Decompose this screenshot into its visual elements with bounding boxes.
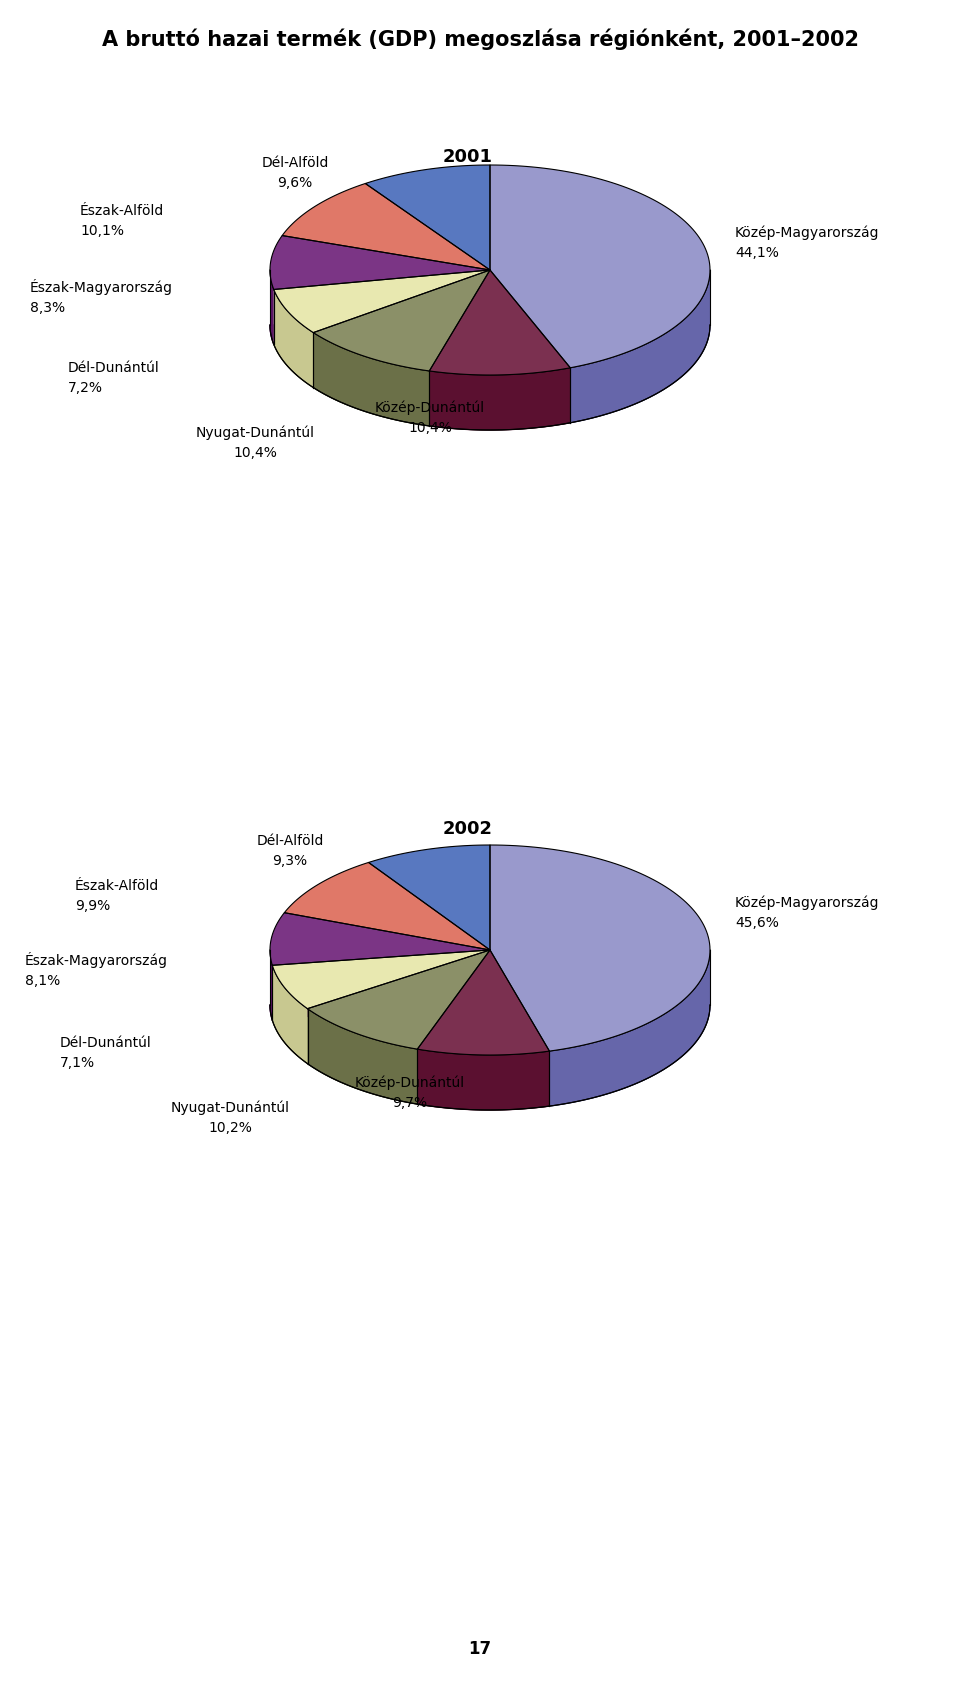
- Text: A bruttó hazai termék (GDP) megoszlása régiónként, 2001–2002: A bruttó hazai termék (GDP) megoszlása r…: [102, 29, 858, 49]
- Text: Dél-Dunántúl: Dél-Dunántúl: [60, 1036, 152, 1050]
- Text: Dél-Alföld: Dél-Alföld: [256, 834, 324, 848]
- Polygon shape: [369, 845, 490, 950]
- Polygon shape: [274, 290, 313, 388]
- Polygon shape: [270, 950, 273, 1021]
- Polygon shape: [274, 326, 490, 388]
- Polygon shape: [270, 270, 274, 344]
- Text: 9,7%: 9,7%: [393, 1096, 427, 1109]
- Polygon shape: [418, 1006, 549, 1109]
- Text: 2002: 2002: [443, 819, 493, 838]
- Text: Nyugat-Dunántúl: Nyugat-Dunántúl: [196, 426, 315, 439]
- Polygon shape: [284, 863, 490, 950]
- Polygon shape: [313, 270, 490, 371]
- Text: 10,4%: 10,4%: [408, 421, 452, 434]
- Polygon shape: [418, 1050, 549, 1109]
- Polygon shape: [273, 950, 490, 1009]
- Text: Közép-Dunántúl: Közép-Dunántúl: [355, 1075, 465, 1091]
- Text: Közép-Magyarország: Közép-Magyarország: [735, 226, 879, 241]
- Text: 10,2%: 10,2%: [208, 1121, 252, 1135]
- Text: 45,6%: 45,6%: [735, 916, 779, 929]
- Text: 17: 17: [468, 1640, 492, 1659]
- Polygon shape: [313, 332, 429, 426]
- Polygon shape: [273, 1006, 490, 1063]
- Polygon shape: [490, 165, 710, 368]
- Text: 9,3%: 9,3%: [273, 855, 307, 868]
- Text: 7,1%: 7,1%: [60, 1057, 95, 1070]
- Text: 8,3%: 8,3%: [30, 300, 65, 315]
- Text: Észak-Magyarország: Észak-Magyarország: [25, 951, 168, 968]
- Polygon shape: [490, 845, 710, 1052]
- Text: 8,1%: 8,1%: [25, 974, 60, 989]
- Text: 9,6%: 9,6%: [277, 176, 313, 190]
- Polygon shape: [273, 965, 307, 1063]
- Polygon shape: [366, 165, 490, 270]
- Polygon shape: [270, 1006, 490, 1021]
- Text: 44,1%: 44,1%: [735, 246, 779, 259]
- Polygon shape: [570, 270, 710, 422]
- Text: Közép-Dunántúl: Közép-Dunántúl: [375, 400, 485, 416]
- Text: Észak-Alföld: Észak-Alföld: [80, 204, 164, 219]
- Text: 9,9%: 9,9%: [75, 899, 110, 912]
- Polygon shape: [307, 1009, 418, 1104]
- Polygon shape: [270, 236, 490, 290]
- Polygon shape: [307, 1006, 490, 1104]
- Text: Észak-Alföld: Észak-Alföld: [75, 879, 159, 894]
- Text: 10,4%: 10,4%: [233, 446, 276, 460]
- Polygon shape: [282, 183, 490, 270]
- Polygon shape: [307, 950, 490, 1050]
- Polygon shape: [549, 950, 710, 1106]
- Polygon shape: [313, 326, 490, 426]
- Polygon shape: [429, 326, 570, 431]
- Text: Észak-Magyarország: Észak-Magyarország: [30, 280, 173, 295]
- Text: Közép-Magyarország: Közép-Magyarország: [735, 895, 879, 911]
- Polygon shape: [418, 950, 549, 1055]
- Polygon shape: [270, 326, 490, 344]
- Polygon shape: [490, 1006, 710, 1106]
- Text: 2001: 2001: [443, 148, 493, 166]
- Text: Nyugat-Dunántúl: Nyugat-Dunántúl: [171, 1101, 290, 1114]
- Polygon shape: [274, 270, 490, 332]
- Text: Dél-Alföld: Dél-Alföld: [261, 156, 328, 170]
- Polygon shape: [490, 326, 710, 422]
- Text: Dél-Dunántúl: Dél-Dunántúl: [68, 361, 159, 375]
- Text: 7,2%: 7,2%: [68, 382, 103, 395]
- Polygon shape: [429, 368, 570, 431]
- Polygon shape: [429, 270, 570, 375]
- Text: 10,1%: 10,1%: [80, 224, 124, 237]
- Polygon shape: [270, 912, 490, 965]
